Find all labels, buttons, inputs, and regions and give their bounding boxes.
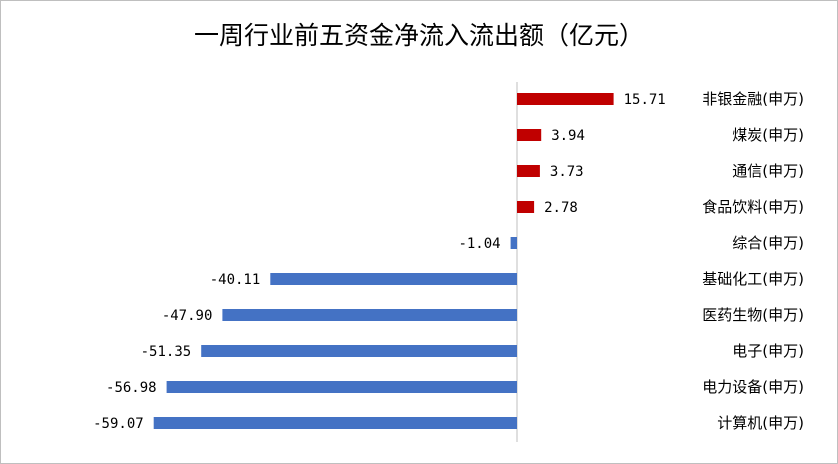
value-label-3: 2.78 [544, 200, 578, 216]
chart-title: 一周行业前五资金净流入流出额（亿元） [193, 21, 644, 50]
category-labels-group: 非银金融(申万) 煤炭(申万) 通信(申万) 食品饮料(申万) 综合(申万) 基础化工(申… [702, 90, 804, 432]
bar-9 [153, 417, 517, 429]
bar-1 [517, 129, 542, 141]
bar-4 [510, 237, 517, 249]
category-label-6: 医药生物(申万) [702, 306, 804, 324]
value-label-9: -59.07 [93, 416, 144, 432]
category-label-1: 煤炭(申万) [732, 126, 804, 144]
category-label-9: 计算机(申万) [717, 414, 804, 432]
value-label-4: -1.04 [458, 236, 500, 252]
bar-7 [201, 345, 517, 357]
bar-0 [517, 93, 614, 105]
value-label-1: 3.94 [551, 128, 585, 144]
bars-group [153, 93, 614, 429]
value-label-6: -47.90 [162, 308, 213, 324]
bar-3 [517, 201, 535, 213]
value-labels-group: 15.71 3.94 3.73 2.78 -1.04 -40.11 -47.90 -51.35… [93, 92, 666, 432]
category-label-7: 电子(申万) [732, 342, 804, 360]
category-label-5: 基础化工(申万) [702, 270, 804, 288]
value-label-0: 15.71 [624, 92, 666, 108]
category-label-3: 食品饮料(申万) [702, 198, 804, 216]
bar-8 [166, 381, 517, 393]
value-label-2: 3.73 [550, 164, 584, 180]
bar-6 [222, 309, 517, 321]
category-label-8: 电力设备(申万) [702, 378, 804, 396]
category-label-0: 非银金融(申万) [702, 90, 804, 108]
value-label-8: -56.98 [106, 380, 157, 396]
bar-2 [517, 165, 540, 177]
value-label-5: -40.11 [210, 272, 261, 288]
value-label-7: -51.35 [141, 344, 192, 360]
category-label-2: 通信(申万) [732, 162, 804, 180]
category-label-4: 综合(申万) [732, 234, 804, 252]
bar-5 [270, 273, 517, 285]
